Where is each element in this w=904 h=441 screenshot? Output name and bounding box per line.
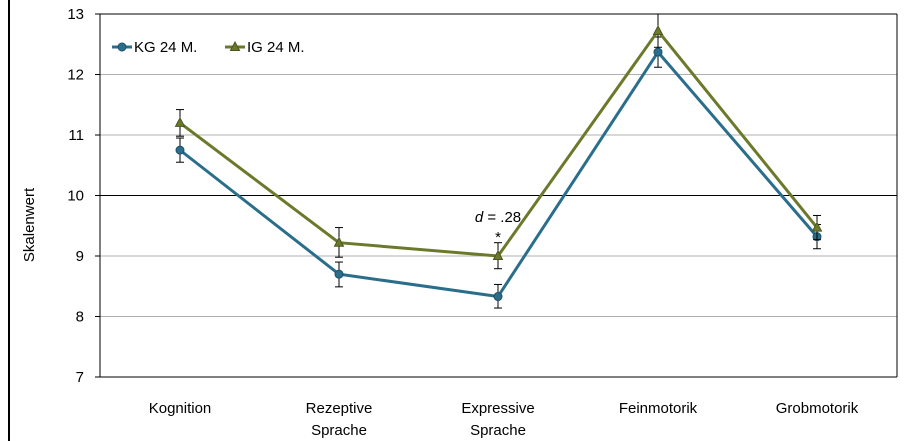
data-point <box>334 269 344 279</box>
significance-star: * <box>495 229 501 246</box>
legend-marker <box>229 40 241 51</box>
legend: KG 24 M. IG 24 M. <box>112 39 305 56</box>
y-tick-label: 7 <box>76 369 84 386</box>
data-point <box>811 221 823 232</box>
y-tick-label: 12 <box>67 67 84 84</box>
category-label: Feinmotorik <box>619 400 698 417</box>
category-label: Rezeptive <box>306 400 373 417</box>
category-labels: Kognition Rezeptive Sprache Expressive Sprac… <box>149 400 859 439</box>
legend-item: KG 24 M. <box>112 39 197 56</box>
data-point <box>174 116 186 127</box>
data-point <box>492 249 504 260</box>
legend-label: IG 24 M. <box>247 39 305 56</box>
y-tick-label: 8 <box>76 309 84 326</box>
series-ig <box>174 13 823 270</box>
y-tick-label: 10 <box>67 188 84 205</box>
category-label: Sprache <box>470 422 526 439</box>
gridlines <box>100 13 898 378</box>
legend-marker <box>117 42 127 52</box>
y-tick-label: 11 <box>68 127 84 144</box>
annotation: d = .28 * <box>475 209 521 246</box>
category-label: Kognition <box>149 400 212 417</box>
effect-size-label: d = .28 <box>475 209 521 226</box>
category-label: Expressive <box>461 400 534 417</box>
legend-label: KG 24 M. <box>134 39 197 56</box>
data-point <box>493 292 503 302</box>
category-label: Grobmotorik <box>776 400 859 417</box>
data-point <box>653 47 663 57</box>
y-axis-label: Skalenwert <box>21 187 38 262</box>
series-kg <box>175 36 822 309</box>
data-point <box>652 24 664 35</box>
legend-item: IG 24 M. <box>225 39 305 56</box>
data-point <box>175 145 185 155</box>
data-point <box>333 236 345 247</box>
y-tick-label: 9 <box>76 248 84 265</box>
series-layer <box>174 13 823 309</box>
category-label: Sprache <box>311 422 367 439</box>
y-tick-labels: 7 8 9 10 11 12 13 <box>67 6 100 386</box>
y-tick-label: 13 <box>67 6 84 23</box>
